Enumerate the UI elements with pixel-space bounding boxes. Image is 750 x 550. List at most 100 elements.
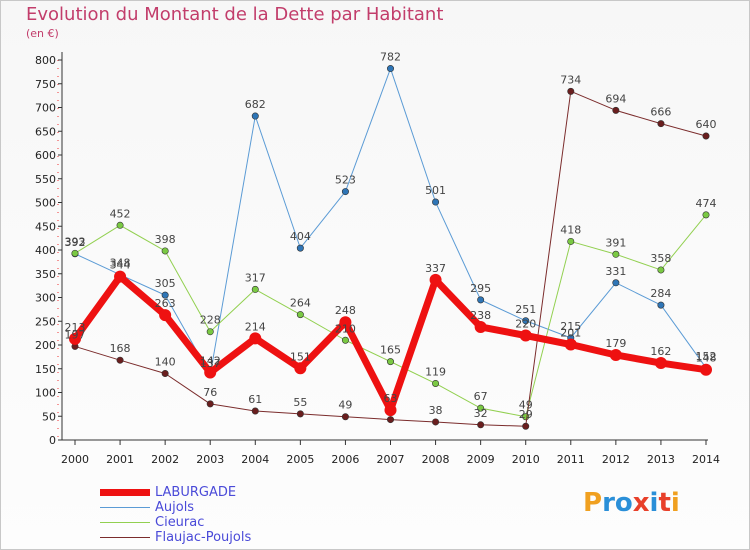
- data-label: 215: [560, 320, 581, 333]
- data-label: 391: [605, 236, 626, 249]
- data-point: [702, 132, 710, 140]
- data-label: 165: [380, 344, 401, 357]
- data-label: 49: [519, 399, 533, 412]
- data-label: 140: [155, 356, 176, 369]
- legend-label: LABURGADE: [155, 485, 237, 500]
- x-tick-label: 2002: [151, 453, 179, 466]
- data-label: 474: [696, 197, 717, 210]
- chart-title: Evolution du Montant de la Dette par Hab…: [26, 4, 444, 25]
- x-tick-label: 2004: [241, 453, 269, 466]
- y-tick-label: 200: [35, 339, 56, 352]
- x-tick-label: 2000: [61, 453, 89, 466]
- data-label: 201: [560, 327, 581, 340]
- data-label: 331: [605, 265, 626, 278]
- data-label: 137: [200, 357, 221, 370]
- data-label: 284: [650, 287, 671, 300]
- data-label: 228: [200, 314, 221, 327]
- logo-letter: i: [649, 488, 659, 518]
- data-point: [161, 247, 169, 255]
- data-label: 734: [560, 73, 581, 86]
- x-tick-label: 2009: [467, 453, 495, 466]
- data-label: 348: [110, 257, 131, 270]
- y-tick-label: 650: [35, 125, 56, 138]
- data-point: [251, 285, 259, 293]
- data-label: 151: [290, 350, 311, 363]
- data-label: 263: [155, 297, 176, 310]
- data-label: 305: [155, 277, 176, 290]
- data-point: [432, 379, 440, 387]
- data-point: [700, 363, 712, 376]
- data-label: 392: [65, 236, 86, 249]
- data-label: 404: [290, 230, 311, 243]
- data-label: 142: [200, 355, 221, 368]
- data-point: [339, 316, 352, 329]
- legend-label: Aujols: [155, 500, 195, 515]
- y-tick-label: 550: [35, 173, 56, 186]
- data-label: 67: [474, 390, 488, 403]
- y-tick-label: 50: [42, 410, 56, 423]
- data-label: 251: [515, 303, 536, 316]
- data-label: 666: [650, 106, 671, 119]
- data-label: 264: [290, 297, 311, 310]
- data-label: 210: [335, 322, 356, 335]
- chart-subtitle: (en €): [26, 27, 59, 40]
- y-tick-label: 150: [35, 363, 56, 376]
- data-point: [657, 301, 665, 309]
- data-label: 452: [110, 207, 131, 220]
- data-point: [206, 328, 214, 336]
- data-label: 179: [605, 337, 626, 350]
- y-tick-label: 500: [35, 197, 56, 210]
- x-tick-label: 2012: [602, 453, 630, 466]
- legend-swatch: [100, 489, 150, 496]
- legend-swatch: [100, 522, 150, 523]
- data-label: 398: [155, 233, 176, 246]
- series-flaujac-poujols: [71, 87, 710, 430]
- data-point: [432, 418, 440, 426]
- data-point: [522, 422, 530, 430]
- data-label: 61: [248, 393, 262, 406]
- data-label: 640: [696, 118, 717, 131]
- data-point: [386, 358, 394, 366]
- series-laburgade: [69, 270, 712, 417]
- data-point: [386, 65, 394, 73]
- data-point: [251, 407, 259, 415]
- y-tick-label: 100: [35, 387, 56, 400]
- data-label: 214: [245, 320, 266, 333]
- data-label: 55: [293, 396, 307, 409]
- data-label: 337: [425, 262, 446, 275]
- legend-item: LABURGADE: [100, 485, 320, 500]
- data-label: 29: [519, 408, 533, 421]
- data-point: [384, 404, 397, 417]
- data-point: [657, 120, 665, 128]
- legend-item: Cieurac: [100, 515, 320, 530]
- data-point: [116, 221, 124, 229]
- series-layer: [69, 65, 712, 430]
- data-point: [657, 266, 665, 274]
- logo-letter: o: [614, 488, 633, 518]
- data-labels-layer: 392 348 305 137 682 404 523 782 501 295 251 215 331 2…: [65, 51, 717, 422]
- legend-item: Flaujac-Poujols: [100, 530, 320, 545]
- data-label: 76: [203, 386, 217, 399]
- data-point: [612, 279, 620, 287]
- data-point: [567, 87, 575, 95]
- data-point: [567, 237, 575, 245]
- x-tick-label: 2010: [512, 453, 540, 466]
- series-line: [74, 68, 707, 376]
- x-tick-label: 2013: [647, 453, 675, 466]
- proxiti-logo: Proxiti: [583, 488, 680, 518]
- axes: 0 50 100 150 200 250 300 350 400 450 500 550 600 650 7…: [35, 52, 720, 466]
- data-label: 38: [429, 404, 443, 417]
- data-label: 238: [470, 309, 491, 322]
- legend: LABURGADE Aujols Cieurac Flaujac-Poujols: [100, 485, 320, 545]
- data-point: [341, 188, 349, 196]
- data-point: [71, 249, 79, 257]
- logo-letter: i: [670, 488, 680, 518]
- data-point: [564, 338, 577, 351]
- data-point: [341, 336, 349, 344]
- data-point: [522, 317, 530, 325]
- legend-label: Flaujac-Poujols: [155, 530, 252, 545]
- x-tick-label: 2008: [422, 453, 450, 466]
- data-point: [296, 311, 304, 319]
- y-tick-label: 300: [35, 292, 56, 305]
- data-point: [251, 112, 259, 120]
